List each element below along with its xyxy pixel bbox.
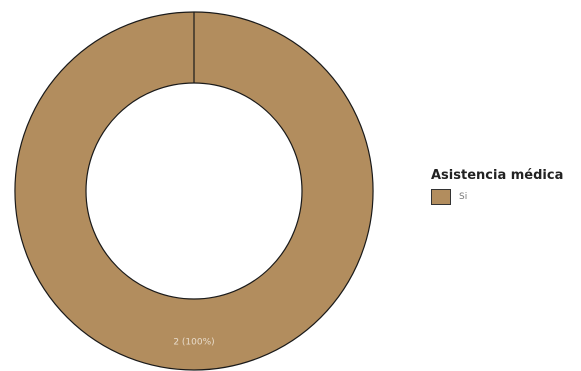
legend-items: Si <box>431 189 563 205</box>
donut-slice-si <box>14 11 374 371</box>
legend-title: Asistencia médica <box>431 168 564 183</box>
data-labels: 2 (100%) <box>173 338 214 348</box>
legend-swatch <box>431 189 451 205</box>
legend-item: Si <box>431 189 563 205</box>
legend-label: Si <box>459 192 468 202</box>
donut-slices <box>14 11 374 371</box>
data-label: 2 (100%) <box>173 338 214 348</box>
legend: Asistencia médica Si <box>431 168 563 205</box>
